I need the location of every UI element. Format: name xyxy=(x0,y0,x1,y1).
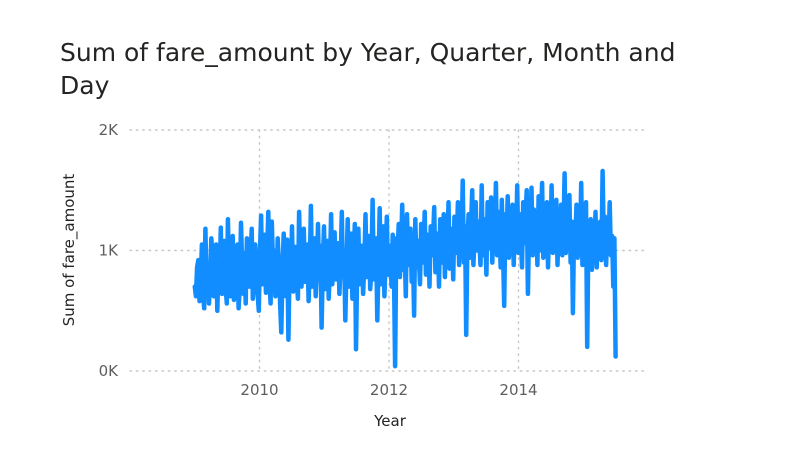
chart-title: Sum of fare_amount by Year, Quarter, Mon… xyxy=(60,38,676,100)
y-tick-label: 2K xyxy=(99,121,120,139)
gridlines xyxy=(129,129,649,372)
axis-ticks: 0K 1K 2K 2010 2012 2014 xyxy=(99,121,538,399)
series-layer xyxy=(192,168,618,369)
x-axis-title: Year xyxy=(373,412,407,430)
y-tick-label: 0K xyxy=(99,362,120,380)
x-tick-label: 2014 xyxy=(499,381,537,399)
y-tick-label: 1K xyxy=(99,242,120,260)
y-axis-title: Sum of fare_amount xyxy=(60,174,79,327)
x-tick-label: 2010 xyxy=(240,381,278,399)
x-tick-label: 2012 xyxy=(370,381,408,399)
series-line[interactable] xyxy=(192,168,618,369)
